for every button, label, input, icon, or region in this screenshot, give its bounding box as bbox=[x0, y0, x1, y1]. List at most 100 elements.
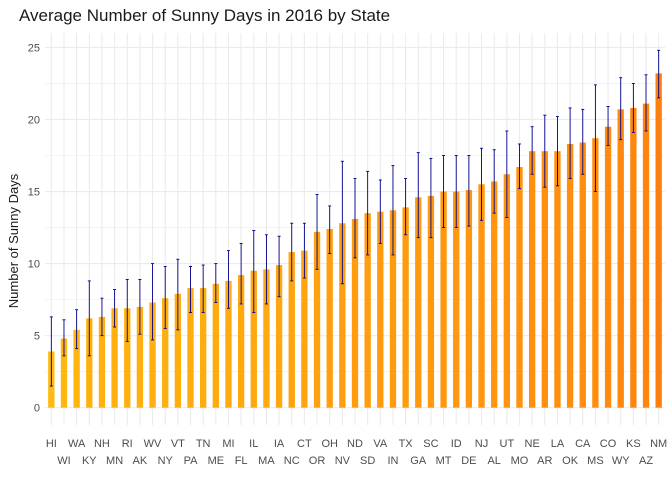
y-tick-label: 0 bbox=[34, 403, 40, 415]
error-bar-IN bbox=[391, 165, 395, 256]
bar-OR bbox=[313, 231, 321, 408]
bar-SC bbox=[427, 195, 435, 408]
x-tick-label: ID bbox=[451, 438, 462, 450]
x-tick-label: NC bbox=[284, 455, 300, 467]
bar-NY bbox=[162, 298, 169, 408]
x-tick-label: ME bbox=[208, 455, 225, 467]
error-bar-OH bbox=[328, 205, 332, 254]
bar-NV bbox=[339, 223, 346, 408]
x-tick-label: WV bbox=[144, 438, 162, 450]
bar-MO bbox=[516, 167, 523, 408]
error-bar-NH bbox=[100, 297, 104, 337]
bar-IA bbox=[275, 265, 283, 408]
x-tick-label: TN bbox=[196, 438, 211, 450]
x-tick-label: OR bbox=[309, 455, 326, 467]
x-tick-label: NJ bbox=[475, 438, 488, 450]
bar-ND bbox=[351, 218, 359, 408]
bar-RI bbox=[124, 308, 131, 408]
error-bar-ME bbox=[214, 263, 218, 303]
y-tick-label: 5 bbox=[34, 331, 40, 343]
bar-MT bbox=[440, 191, 447, 408]
error-bar-CA bbox=[581, 108, 585, 175]
error-bar-SC bbox=[429, 157, 433, 239]
error-bar-VT bbox=[176, 258, 180, 331]
error-bar-RI bbox=[125, 278, 129, 342]
error-bar-WI bbox=[62, 319, 66, 357]
x-tick-label: MA bbox=[258, 455, 275, 467]
bar-AK bbox=[136, 306, 144, 408]
x-tick-label: TX bbox=[399, 438, 414, 450]
bar-NC bbox=[288, 252, 295, 408]
error-bar-MA bbox=[264, 234, 268, 305]
bar-CT bbox=[301, 250, 308, 408]
x-tick-label: UT bbox=[500, 438, 515, 450]
bar-ME bbox=[212, 283, 219, 408]
error-bar-AZ bbox=[644, 74, 648, 132]
error-bar-NV bbox=[340, 160, 344, 285]
error-bar-CO bbox=[606, 106, 610, 146]
x-tick-label: FL bbox=[235, 455, 248, 467]
error-bars-layer bbox=[49, 49, 661, 387]
y-axis-ticks: 0 5 10 15 20 25 bbox=[28, 42, 40, 414]
y-tick-label: 10 bbox=[28, 259, 40, 271]
x-tick-label: AR bbox=[537, 455, 552, 467]
bar-CA bbox=[579, 142, 586, 408]
x-tick-label: KY bbox=[82, 455, 97, 467]
x-tick-label: MT bbox=[436, 455, 452, 467]
error-bar-OR bbox=[315, 193, 319, 270]
error-bar-LA bbox=[555, 116, 559, 187]
error-bar-WV bbox=[151, 263, 155, 341]
bar-MN bbox=[111, 308, 118, 408]
x-tick-label: LA bbox=[551, 438, 565, 450]
x-tick-label: ND bbox=[347, 438, 363, 450]
bar-KY bbox=[86, 318, 93, 408]
x-tick-label: SC bbox=[423, 438, 438, 450]
x-tick-label: NM bbox=[650, 438, 667, 450]
bar-VA bbox=[377, 211, 384, 408]
error-bar-MT bbox=[442, 155, 446, 229]
bar-NE bbox=[528, 151, 536, 408]
y-tick-label: 20 bbox=[28, 114, 40, 126]
bar-MA bbox=[263, 269, 270, 408]
error-bar-TN bbox=[201, 264, 205, 314]
bar-WV bbox=[149, 302, 156, 408]
error-bar-KY bbox=[87, 280, 91, 357]
error-bar-KS bbox=[631, 82, 635, 133]
bar-TN bbox=[200, 288, 207, 408]
error-bar-MN bbox=[113, 289, 117, 328]
error-bar-FL bbox=[239, 242, 243, 305]
bar-SD bbox=[364, 213, 371, 408]
error-bar-AK bbox=[138, 278, 142, 335]
error-bar-CT bbox=[302, 222, 306, 279]
bar-UT bbox=[503, 174, 510, 408]
error-bar-ID bbox=[454, 155, 458, 229]
x-tick-label: OH bbox=[321, 438, 338, 450]
error-bar-SD bbox=[366, 170, 370, 256]
bar-AR bbox=[541, 151, 548, 408]
error-bar-PA bbox=[189, 266, 193, 314]
y-tick-label: 25 bbox=[28, 42, 40, 54]
x-tick-label: IA bbox=[274, 438, 285, 450]
x-tick-label: OK bbox=[562, 455, 579, 467]
error-bar-IA bbox=[277, 235, 281, 298]
bar-DE bbox=[465, 190, 473, 408]
bar-AL bbox=[491, 181, 498, 408]
y-axis-label: Number of Sunny Days bbox=[6, 173, 21, 308]
bar-ID bbox=[453, 191, 460, 408]
bars-layer bbox=[48, 73, 662, 408]
x-tick-label: VT bbox=[171, 438, 185, 450]
y-tick-label: 15 bbox=[28, 187, 40, 199]
x-tick-label: CO bbox=[600, 438, 617, 450]
error-bar-TX bbox=[404, 178, 408, 236]
error-bar-ND bbox=[353, 178, 357, 259]
x-tick-label: IN bbox=[387, 455, 398, 467]
bar-AZ bbox=[642, 103, 650, 408]
x-tick-label: DE bbox=[461, 455, 476, 467]
error-bar-WY bbox=[619, 77, 623, 141]
bar-CO bbox=[604, 126, 612, 408]
x-tick-label: RI bbox=[122, 438, 133, 450]
x-tick-label: NE bbox=[525, 438, 540, 450]
bar-MI bbox=[225, 280, 232, 408]
bar-KS bbox=[630, 107, 637, 408]
bar-NH bbox=[98, 316, 106, 408]
